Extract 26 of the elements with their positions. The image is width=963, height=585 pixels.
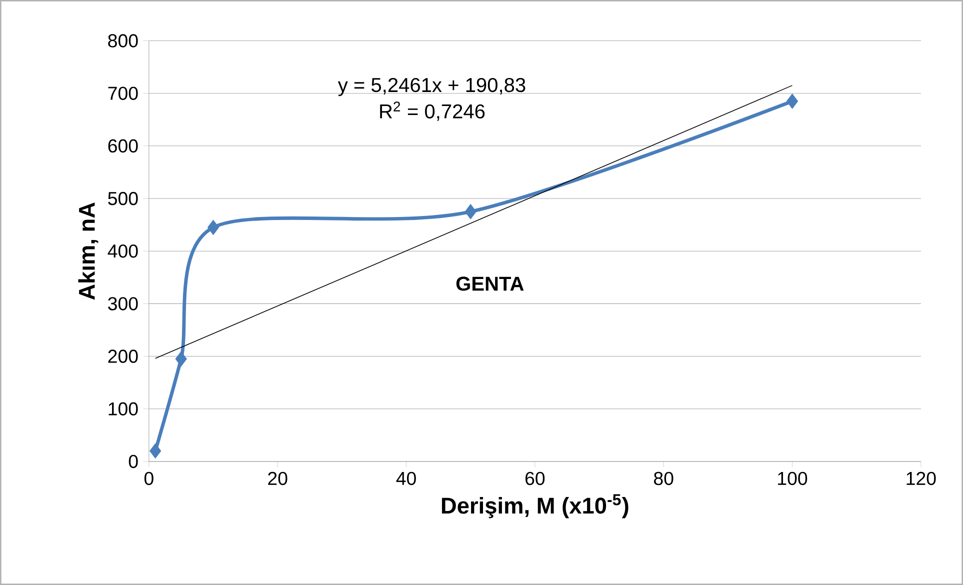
annotation: y = 5,2461x + 190,83 [338, 78, 526, 96]
y-tick-label: 0 [128, 454, 138, 468]
annotation: GENTA [456, 276, 524, 291]
annotation: R$^{2}$ = 0,7246 [380, 102, 485, 121]
x-tick-label: 0 [144, 472, 154, 486]
x-tick-label: 80 [654, 472, 674, 486]
point [208, 220, 220, 236]
point [150, 443, 162, 459]
x-axis-title: Derişim, M (x10$^{-5}$) [442, 494, 628, 518]
x-tick-label: 100 [778, 472, 808, 486]
x-tick-label: 60 [525, 472, 545, 486]
x-tick-label: 20 [268, 472, 288, 486]
y-tick-label: 100 [108, 402, 138, 416]
y-tick-label: 500 [108, 192, 138, 206]
point [464, 204, 476, 220]
y-tick-label: 800 [108, 34, 138, 48]
y-tick-label: 400 [108, 244, 138, 258]
y-axis-title: Akım, nA [78, 202, 98, 300]
x-tick-label: 40 [396, 472, 416, 486]
point [786, 94, 798, 109]
y-tick-label: 200 [108, 350, 138, 363]
y-tick-label: 600 [108, 139, 138, 153]
x-tick-label: 120 [906, 472, 936, 486]
y-tick-label: 300 [108, 297, 138, 310]
point [175, 351, 187, 366]
y-tick-label: 700 [108, 86, 138, 100]
